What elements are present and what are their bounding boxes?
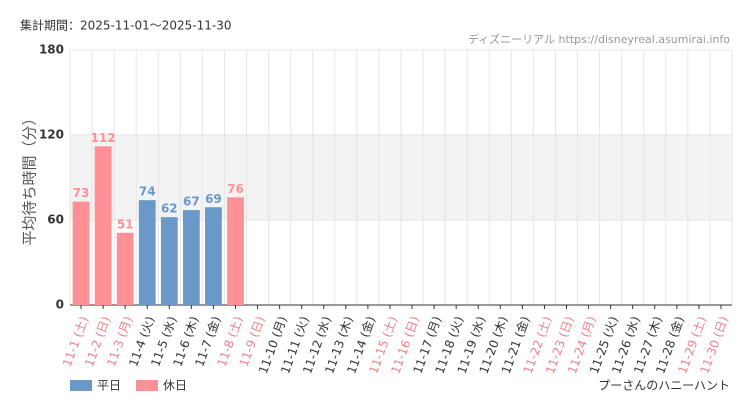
data-label: 74: [139, 185, 156, 199]
bar: [138, 200, 156, 305]
bar: [94, 146, 112, 305]
bar: [72, 201, 90, 305]
legend-swatch: [136, 380, 158, 391]
bar: [116, 232, 134, 305]
source: ディズニーリアル https://disneyreal.asumirai.inf…: [468, 32, 730, 46]
y-axis-label: 平均待ち時間（分）: [21, 110, 39, 245]
y-tick-label: 180: [39, 43, 64, 57]
data-label: 69: [205, 192, 222, 206]
data-label: 62: [161, 202, 178, 216]
subtitle: 集計期間：2025-11-01〜2025-11-30: [20, 18, 231, 33]
data-label: 76: [227, 182, 244, 196]
legend-label: 平日: [97, 379, 121, 393]
bar: [205, 207, 222, 305]
bar: [227, 197, 244, 305]
chart-title: プーさんのハニーハント: [598, 379, 730, 393]
bar: [160, 217, 178, 305]
data-label: 67: [183, 195, 200, 209]
legend-swatch: [70, 380, 92, 391]
y-tick-label: 60: [47, 213, 64, 227]
data-label: 112: [91, 131, 116, 145]
y-tick-label: 120: [39, 128, 64, 142]
data-label: 73: [73, 186, 90, 200]
y-tick-label: 0: [56, 298, 64, 312]
data-label: 51: [117, 217, 134, 231]
bar: [182, 210, 200, 305]
legend-label: 休日: [163, 379, 187, 393]
